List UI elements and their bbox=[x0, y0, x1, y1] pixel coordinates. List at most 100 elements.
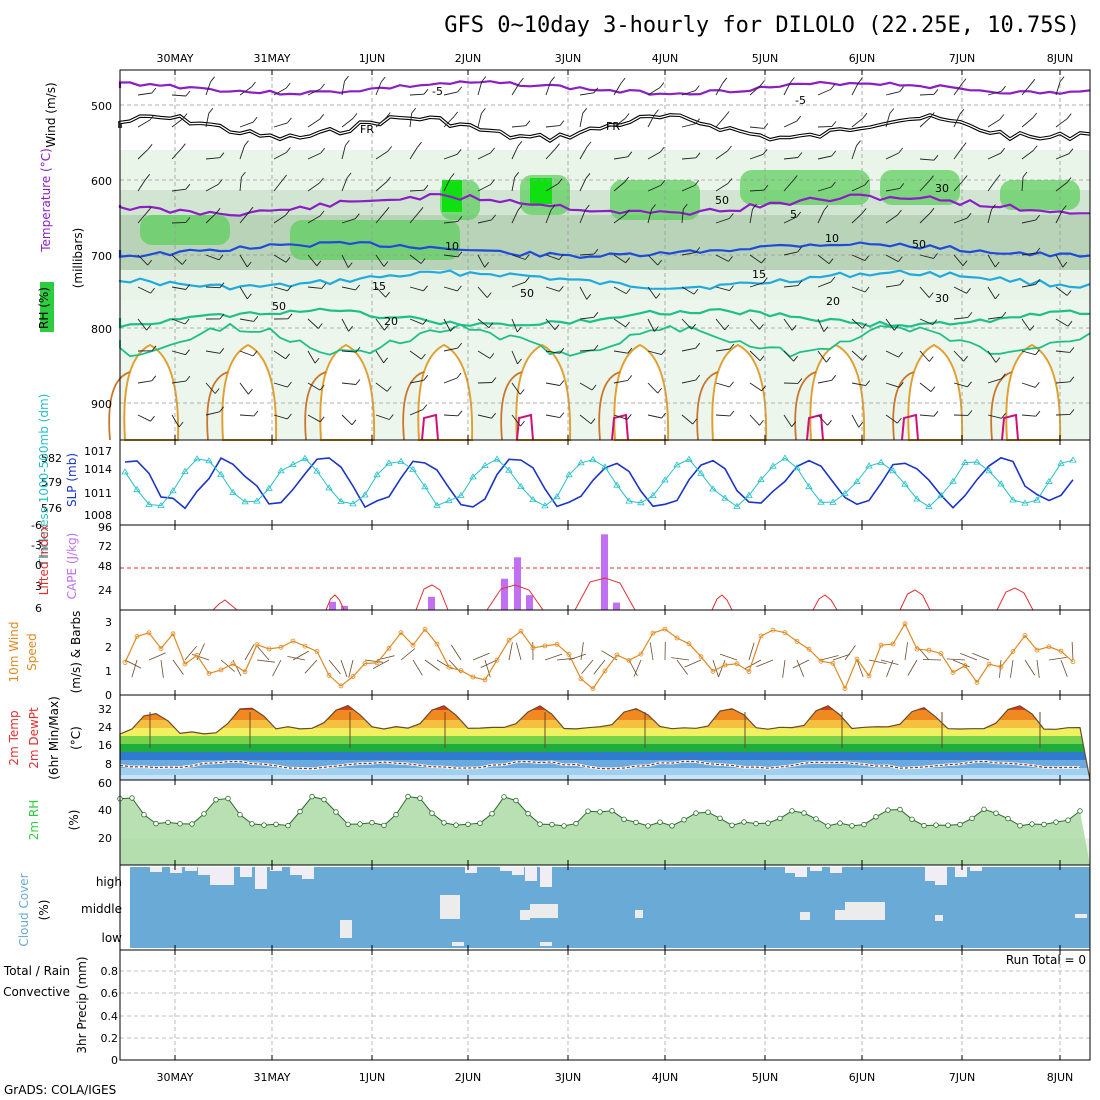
contour-freezing-inner bbox=[119, 114, 1091, 142]
wind-barb-flag bbox=[995, 174, 1001, 180]
rh-marker bbox=[213, 797, 219, 803]
wind-barb-flag bbox=[966, 288, 971, 294]
wind-barb bbox=[239, 254, 248, 268]
wind-barb-flag bbox=[967, 312, 973, 318]
cloud-high-block bbox=[150, 867, 162, 872]
wind-barb bbox=[987, 209, 992, 224]
cloud-high-block bbox=[240, 867, 252, 877]
wind-barb bbox=[783, 216, 797, 224]
cloud-high-block bbox=[540, 867, 552, 887]
wind-barb bbox=[613, 379, 628, 384]
wind-barb-flag bbox=[344, 75, 349, 82]
rh-marker bbox=[465, 821, 471, 827]
wind-barb-flag bbox=[791, 325, 797, 331]
ylabel-wind-10m: 10m Wind bbox=[7, 622, 21, 683]
wind-barb-flag bbox=[219, 282, 225, 288]
wind-barb-flag bbox=[214, 388, 220, 394]
wind-barb-flag bbox=[830, 276, 836, 283]
wind-barb bbox=[613, 156, 628, 160]
thickness-marker bbox=[577, 459, 585, 466]
wind-speed-marker bbox=[1022, 633, 1028, 638]
wind-barb-flag bbox=[387, 146, 393, 152]
wind-barb-flag bbox=[385, 112, 391, 118]
wind-barb bbox=[1055, 81, 1061, 96]
precip-tick: 0.4 bbox=[101, 1010, 119, 1023]
wind-barb bbox=[715, 318, 726, 331]
wind-barb-flag bbox=[899, 86, 904, 92]
wind-barb-flag bbox=[862, 355, 867, 361]
wind-barb-flag bbox=[932, 319, 938, 325]
wind-speed-marker bbox=[962, 663, 968, 669]
wind-barb-flag bbox=[385, 291, 390, 298]
ylabel-lifted-index: Lifted Index bbox=[37, 525, 51, 596]
wind-barb-flag bbox=[218, 254, 224, 261]
rh-marker bbox=[753, 820, 759, 827]
rh-marker bbox=[945, 822, 951, 828]
wind-speed-marker bbox=[806, 646, 812, 652]
thickness-marker bbox=[229, 488, 237, 495]
wind-barb-10m bbox=[364, 659, 383, 663]
wind-barb bbox=[511, 281, 526, 288]
wind-barb-flag bbox=[246, 261, 252, 268]
cloud-low-block bbox=[452, 942, 464, 946]
wind-barb-flag bbox=[861, 208, 867, 214]
wind-barb bbox=[307, 118, 320, 128]
thickness-marker bbox=[589, 455, 597, 463]
wind-barb-flag bbox=[150, 287, 155, 294]
wind-barb bbox=[239, 121, 254, 128]
wind-barb bbox=[647, 350, 662, 356]
wind-barb-flag bbox=[517, 205, 523, 211]
wind-barb-flag bbox=[558, 254, 564, 260]
wind-barb-flag bbox=[383, 357, 388, 364]
wind-barb-flag bbox=[421, 353, 426, 360]
cloud-high-block bbox=[465, 867, 477, 873]
pressure-level-label: 600 bbox=[91, 175, 112, 188]
wind-barb bbox=[885, 318, 895, 331]
wind-barb bbox=[341, 145, 346, 160]
wind-barb-flag bbox=[691, 323, 696, 330]
wind-barb bbox=[783, 318, 793, 331]
wind-barb-flag bbox=[991, 204, 996, 210]
wind-barb-flag bbox=[590, 418, 596, 424]
cloud-layer-label: low bbox=[102, 931, 123, 945]
wind-speed-marker bbox=[998, 664, 1004, 670]
thickness-marker bbox=[301, 454, 309, 461]
wind-barb-flag bbox=[627, 347, 633, 354]
wind-barb bbox=[851, 184, 865, 192]
wind-barb bbox=[783, 82, 791, 96]
wind-barb-flag bbox=[524, 254, 530, 260]
wind-barb bbox=[273, 414, 288, 420]
wind-speed-marker bbox=[326, 672, 332, 678]
wind-speed-marker bbox=[1046, 644, 1052, 650]
wind-barb bbox=[817, 254, 830, 265]
rh-marker bbox=[1029, 821, 1035, 827]
wind-barb-flag bbox=[761, 385, 766, 392]
rh-marker bbox=[669, 823, 675, 829]
wind-barb-flag bbox=[150, 415, 155, 422]
wind-speed-marker bbox=[710, 668, 716, 674]
wind-barb bbox=[613, 350, 628, 354]
wind-barb-flag bbox=[898, 147, 904, 154]
rh-marker bbox=[189, 821, 195, 827]
wind-barb-flag bbox=[219, 406, 224, 413]
thickness-marker bbox=[601, 463, 609, 470]
ylabel-temperature: Temperature (°C) bbox=[39, 148, 53, 253]
wind-barb-flag bbox=[897, 209, 902, 216]
wind-barb bbox=[1021, 350, 1036, 356]
wind-barb-flag bbox=[319, 384, 325, 391]
wind-barb bbox=[307, 350, 316, 364]
wind-speed-marker bbox=[782, 630, 788, 636]
wind-barb bbox=[987, 350, 997, 363]
wind-barb bbox=[171, 350, 186, 356]
wind-barb bbox=[307, 382, 321, 391]
cloud-mid-block bbox=[340, 920, 352, 938]
li-tick: 6 bbox=[35, 602, 42, 615]
wind-barb-flag bbox=[423, 88, 429, 95]
date-label-top: 2JUN bbox=[455, 52, 482, 65]
wind-barb bbox=[205, 382, 216, 394]
wind-barb bbox=[545, 318, 556, 330]
wind-barb bbox=[443, 116, 455, 128]
wind-barb bbox=[477, 81, 483, 96]
wind-barb bbox=[171, 286, 186, 290]
thickness-marker bbox=[253, 497, 261, 504]
